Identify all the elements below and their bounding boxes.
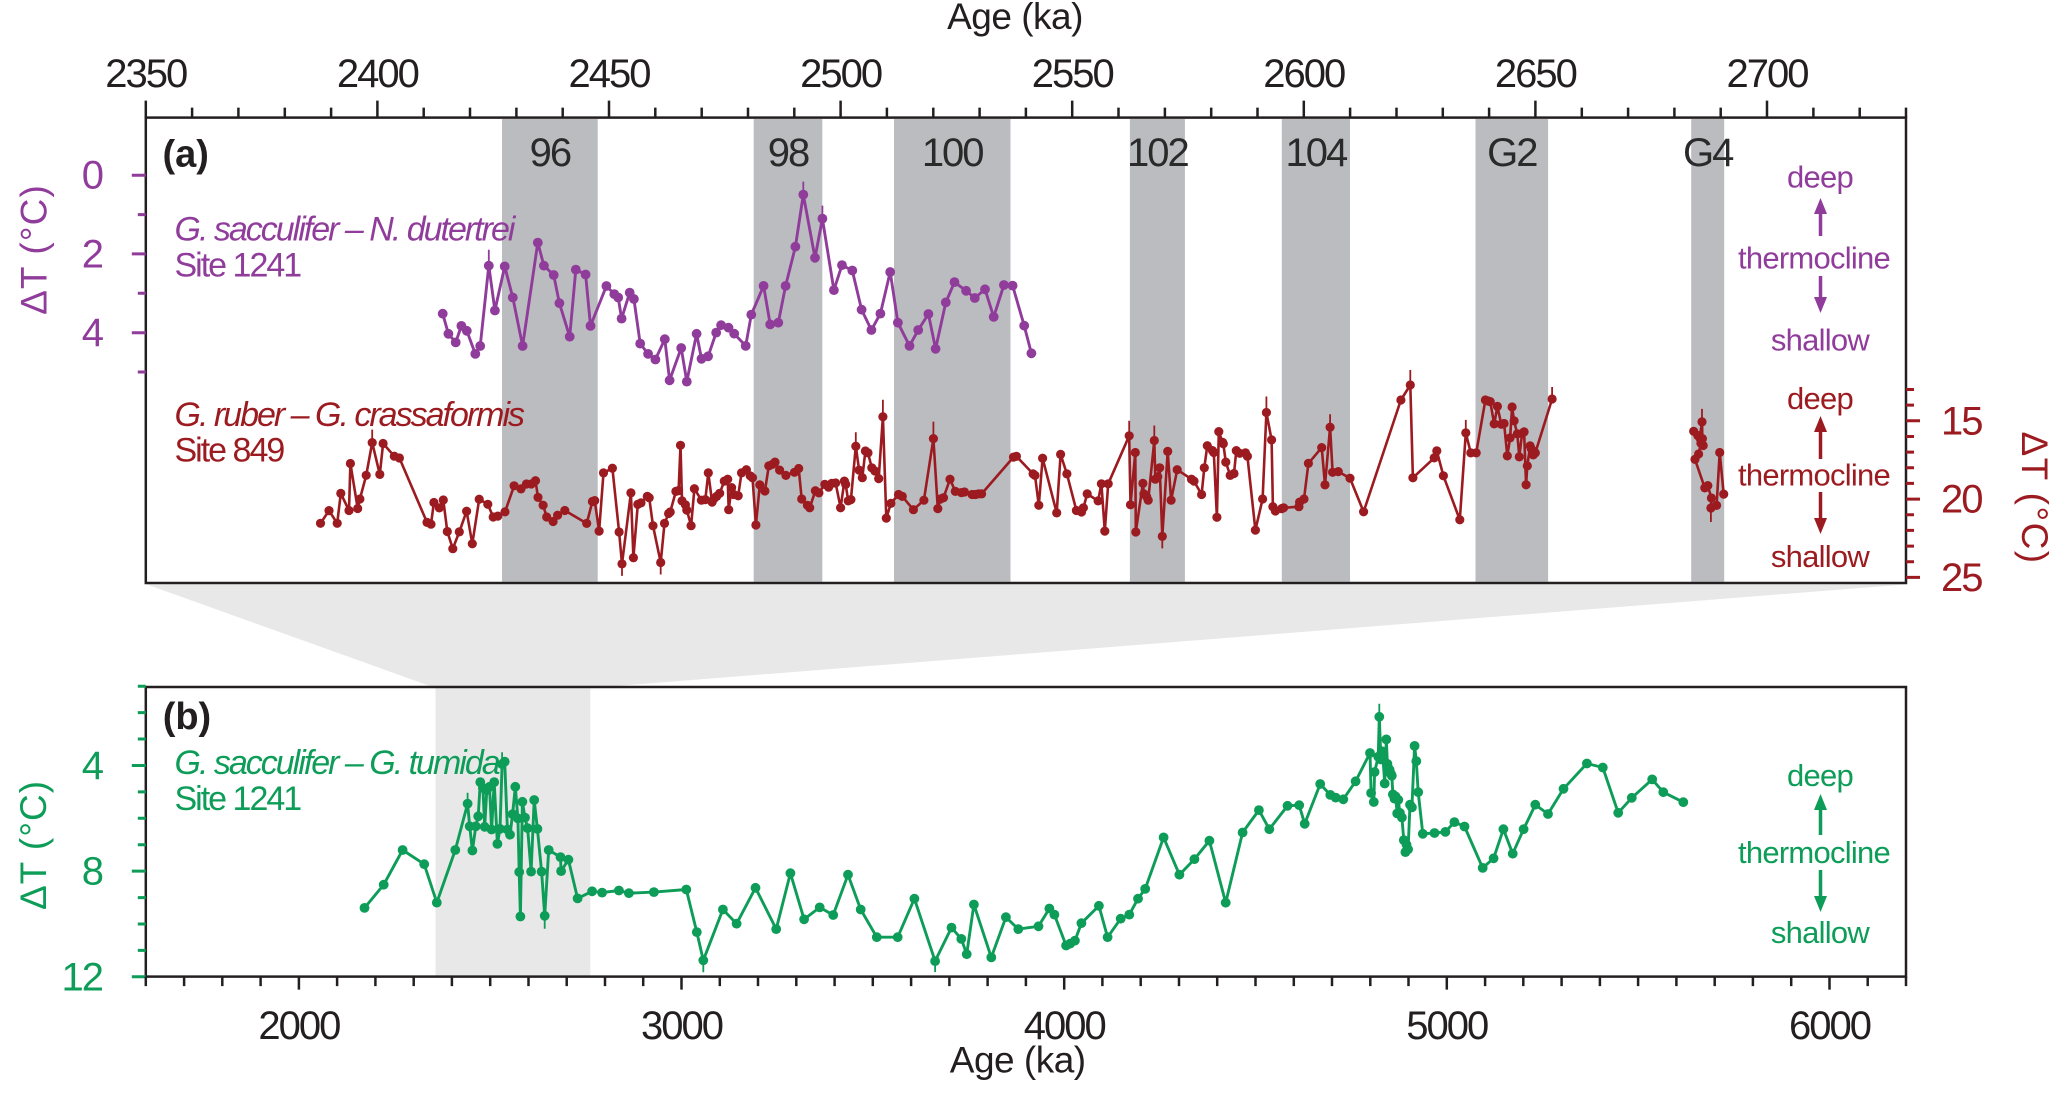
- svg-text:2350: 2350: [105, 52, 187, 96]
- svg-text:G. sacculifer – G. tumida: G. sacculifer – G. tumida: [175, 744, 500, 782]
- svg-text:2550: 2550: [1032, 52, 1114, 96]
- svg-text:4: 4: [82, 311, 104, 355]
- svg-text:2600: 2600: [1263, 52, 1345, 96]
- svg-text:G4: G4: [1683, 131, 1734, 175]
- svg-text:104: 104: [1286, 131, 1348, 175]
- svg-text:2700: 2700: [1727, 52, 1809, 96]
- svg-text:2400: 2400: [337, 52, 419, 96]
- svg-text:4: 4: [82, 744, 104, 788]
- svg-text:0: 0: [82, 154, 103, 198]
- svg-text:shallow: shallow: [1771, 539, 1870, 574]
- svg-text:deep: deep: [1787, 381, 1853, 416]
- svg-text:G. sacculifer – N. dutertrei: G. sacculifer – N. dutertrei: [175, 211, 517, 249]
- svg-text:thermocline: thermocline: [1738, 241, 1890, 276]
- svg-text:6000: 6000: [1789, 1004, 1871, 1048]
- svg-text:2000: 2000: [258, 1004, 340, 1048]
- svg-text:(b): (b): [163, 696, 212, 738]
- svg-text:2: 2: [82, 232, 103, 276]
- svg-text:102: 102: [1127, 131, 1188, 175]
- svg-text:ΔT (°C): ΔT (°C): [14, 184, 55, 315]
- svg-text:deep: deep: [1787, 159, 1853, 194]
- svg-text:G. ruber – G. crassaformis: G. ruber – G. crassaformis: [175, 396, 526, 434]
- svg-text:2650: 2650: [1495, 52, 1577, 96]
- svg-text:Site 849: Site 849: [175, 432, 285, 470]
- svg-text:98: 98: [768, 131, 809, 175]
- svg-text:20: 20: [1941, 478, 1982, 522]
- svg-text:(a): (a): [163, 134, 209, 176]
- svg-text:thermocline: thermocline: [1738, 835, 1890, 870]
- svg-text:25: 25: [1941, 556, 1982, 600]
- svg-text:15: 15: [1941, 399, 1982, 443]
- svg-text:2450: 2450: [569, 52, 651, 96]
- svg-text:Age (ka): Age (ka): [950, 1040, 1086, 1081]
- svg-text:Site 1241: Site 1241: [175, 246, 302, 284]
- svg-text:thermocline: thermocline: [1738, 458, 1890, 493]
- svg-text:2500: 2500: [800, 52, 882, 96]
- svg-text:G2: G2: [1487, 131, 1537, 175]
- svg-text:96: 96: [530, 131, 571, 175]
- svg-text:ΔT (°C): ΔT (°C): [13, 780, 54, 910]
- svg-text:12: 12: [62, 955, 103, 999]
- svg-text:shallow: shallow: [1771, 323, 1870, 358]
- svg-text:100: 100: [922, 131, 983, 175]
- svg-text:Site 1241: Site 1241: [175, 780, 302, 818]
- svg-text:ΔT (°C): ΔT (°C): [2014, 432, 2055, 565]
- svg-text:3000: 3000: [641, 1004, 723, 1048]
- svg-text:shallow: shallow: [1771, 915, 1870, 950]
- svg-text:5000: 5000: [1406, 1004, 1488, 1048]
- svg-text:8: 8: [82, 850, 103, 894]
- svg-text:deep: deep: [1787, 758, 1853, 793]
- svg-text:4000: 4000: [1024, 1004, 1106, 1048]
- svg-text:Age (ka): Age (ka): [947, 0, 1083, 37]
